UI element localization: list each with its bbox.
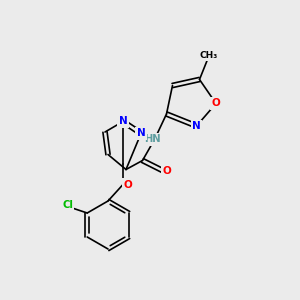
Text: N: N bbox=[136, 128, 146, 139]
Text: HN: HN bbox=[144, 134, 160, 145]
Text: O: O bbox=[162, 166, 171, 176]
Text: Cl: Cl bbox=[62, 200, 73, 211]
Text: N: N bbox=[118, 116, 127, 127]
Text: CH₃: CH₃ bbox=[200, 51, 217, 60]
Text: O: O bbox=[123, 179, 132, 190]
Text: O: O bbox=[212, 98, 220, 109]
Text: N: N bbox=[192, 121, 201, 131]
